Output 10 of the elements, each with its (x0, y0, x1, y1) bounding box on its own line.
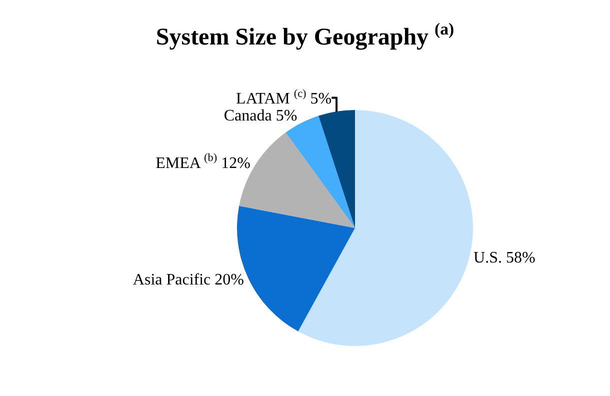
slice-label: Asia Pacific 20% (132, 271, 244, 288)
chart-title: System Size by Geography $^{(a)}$ (156, 19, 454, 51)
pie-slice (298, 110, 473, 346)
slice-label: EMEA $^{(b)}$ (156, 152, 218, 172)
pie-slice (318, 110, 355, 228)
slice-label: U.S. 58% (474, 249, 536, 266)
slice-label: LATAM $^{(c)}$ (236, 88, 307, 108)
data-label: 5% (310, 90, 332, 108)
slice-label: Canada 5% (224, 108, 298, 125)
data-label: 12% (221, 154, 250, 172)
